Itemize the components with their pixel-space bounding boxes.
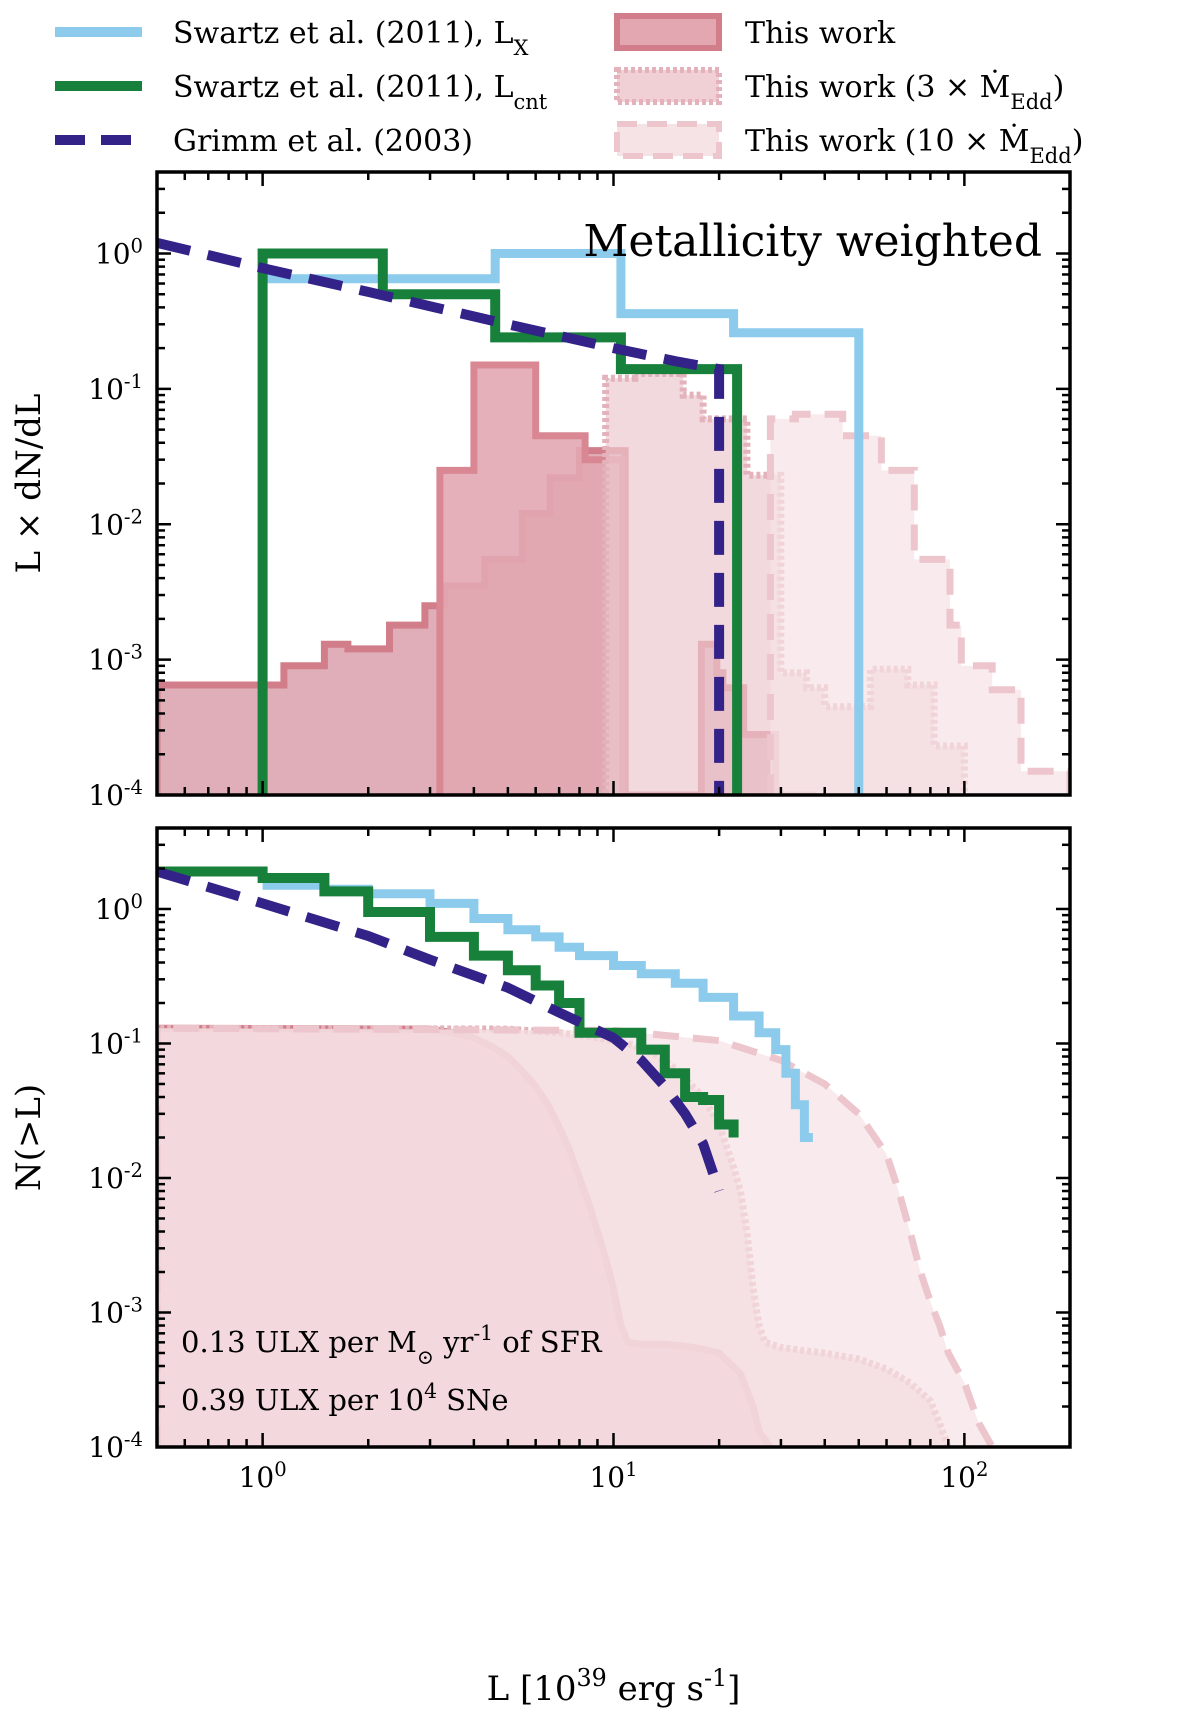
bottom-panel-plot: 100 10-1 10-2 10-3 10-4 100 101 102 N(>L) L [1039… [9,826,1072,1709]
bottom-x-tick-label: 101 [589,1458,637,1495]
legend-label-right-1: This work [745,16,896,51]
top-y-tick-label: 100 [95,234,143,271]
panel-note-1: 0.13 ULX per M⊙ yr-1 of SFR [181,1321,603,1369]
top-y-tick-label: 10-4 [88,776,143,813]
bottom-line-grimm-et-al-2003 [157,866,724,1193]
panel-note-2: 0.39 ULX per 104 SNe [181,1379,509,1417]
legend-label-right-3: This work (10 × ṀEdd) [745,123,1083,168]
bottom-fill-this-work-10-edd [157,1024,996,1447]
top-plot-area [157,237,1070,795]
top-y-axis-label: L × dN/dL [9,394,49,574]
top-ticks [155,170,1072,797]
bottom-y-tick-label: 10-3 [88,1293,143,1330]
bottom-plot-area [157,866,996,1447]
bottom-y-tick-label: 100 [95,889,143,926]
top-y-tick-label: 10-3 [88,640,143,677]
top-fill-this-work-10-edd [766,410,1070,795]
legend-swatch-right-3 [614,121,722,159]
bottom-line-swartz-et-al-2011-l-x [262,880,813,1142]
legend-label-right-2: This work (3 × ṀEdd) [745,69,1064,114]
bottom-x-tick-label: 102 [940,1458,988,1495]
top-line-swartz-et-al-2011-l-cnt [257,248,743,795]
bottom-y-tick-label: 10-4 [88,1428,143,1465]
bottom-x-tick-label: 100 [239,1458,287,1495]
bottom-y-tick-label: 10-1 [88,1024,143,1061]
bottom-line-swartz-et-al-2011-l-cnt [157,866,739,1138]
legend-swatch-right-1 [614,13,722,51]
legend-label-left-2: Swartz et al. (2011), Lcnt [173,70,548,114]
panel-annotation: Metallicity weighted [583,216,1042,267]
top-panel-plot: 100 10-1 10-2 10-3 10-4 L × dN/dL Metallicity … [9,170,1072,813]
bottom-y-axis-label: N(>L) [9,1084,49,1191]
bottom-ticks [155,826,1072,1449]
bottom-x-axis-label: L [1039 erg s-1] [487,1664,741,1709]
bottom-y-tick-label: 10-2 [88,1158,143,1195]
top-y-tick-label: 10-2 [88,505,143,542]
top-fill-this-work-bright-outline [436,361,626,795]
legend-label-left-1: Swartz et al. (2011), LX [173,16,529,60]
top-y-tick-label: 10-1 [88,369,143,406]
legend-swatch-right-2 [614,67,722,105]
legend: Swartz et al. (2011), LX Swartz et al. (2… [55,13,1083,168]
legend-label-left-3: Grimm et al. (2003) [173,124,473,159]
top-line-grimm-et-al-2003 [157,237,725,795]
